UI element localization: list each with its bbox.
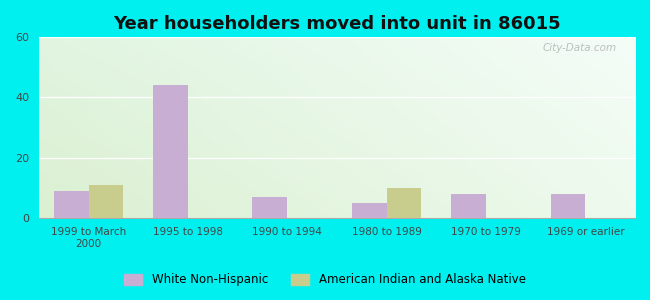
Bar [551, 194, 585, 218]
Title: Year householders moved into unit in 86015: Year householders moved into unit in 860… [113, 15, 561, 33]
Bar [387, 188, 421, 218]
Bar [451, 194, 486, 218]
Bar [88, 184, 124, 218]
Bar [153, 85, 188, 218]
Bar [252, 196, 287, 218]
Text: City-Data.com: City-Data.com [543, 43, 617, 53]
Bar [54, 190, 88, 218]
Legend: White Non-Hispanic, American Indian and Alaska Native: White Non-Hispanic, American Indian and … [120, 269, 530, 291]
Bar [352, 202, 387, 218]
